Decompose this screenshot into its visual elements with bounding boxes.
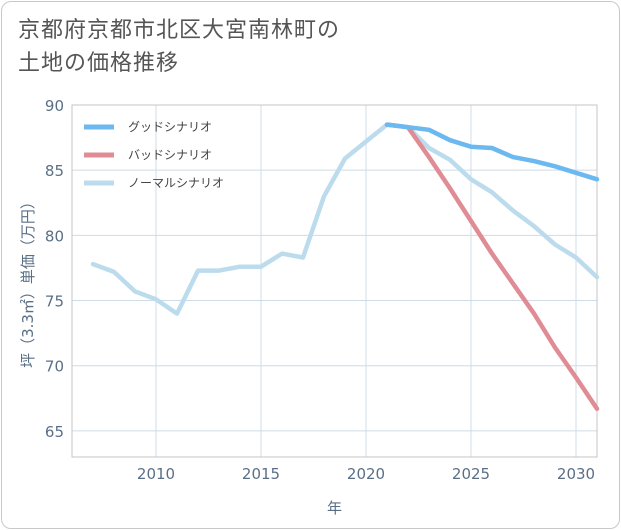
y-tick-label: 80 <box>45 227 64 245</box>
y-tick-label: 90 <box>45 97 64 115</box>
series-lines <box>90 122 600 412</box>
y-tick-label: 75 <box>45 293 64 311</box>
title-line-2: 土地の価格推移 <box>18 51 180 76</box>
y-axis-title: 坪（3.3㎡）単価（万円） <box>19 194 37 368</box>
x-tick-labels: 2010 2015 2020 2025 2030 <box>137 465 595 483</box>
x-tick-label: 2030 <box>557 465 595 483</box>
x-tick-label: 2020 <box>347 465 385 483</box>
legend-label: グッドシナリオ <box>128 120 212 134</box>
page-title: 京都府京都市北区大宮南林町の 土地の価格推移 <box>18 14 438 80</box>
plot-area-frame <box>71 104 598 458</box>
x-tick-label: 2015 <box>242 465 280 483</box>
title-line-1: 京都府京都市北区大宮南林町の <box>18 18 341 43</box>
series-line-normal <box>90 122 600 316</box>
y-tick-label: 70 <box>45 358 64 376</box>
y-tick-label: 65 <box>45 423 64 441</box>
x-tick-label: 2010 <box>137 465 175 483</box>
y-tick-labels: 65 70 75 80 85 90 <box>45 97 64 441</box>
legend-label: ノーマルシナリオ <box>128 176 224 190</box>
series-line-good <box>384 122 600 182</box>
x-axis-title: 年 <box>327 499 342 517</box>
series-line-bad <box>384 122 600 412</box>
x-tick-label: 2025 <box>452 465 490 483</box>
legend-label: バッドシナリオ <box>128 148 212 162</box>
y-tick-label: 85 <box>45 162 64 180</box>
